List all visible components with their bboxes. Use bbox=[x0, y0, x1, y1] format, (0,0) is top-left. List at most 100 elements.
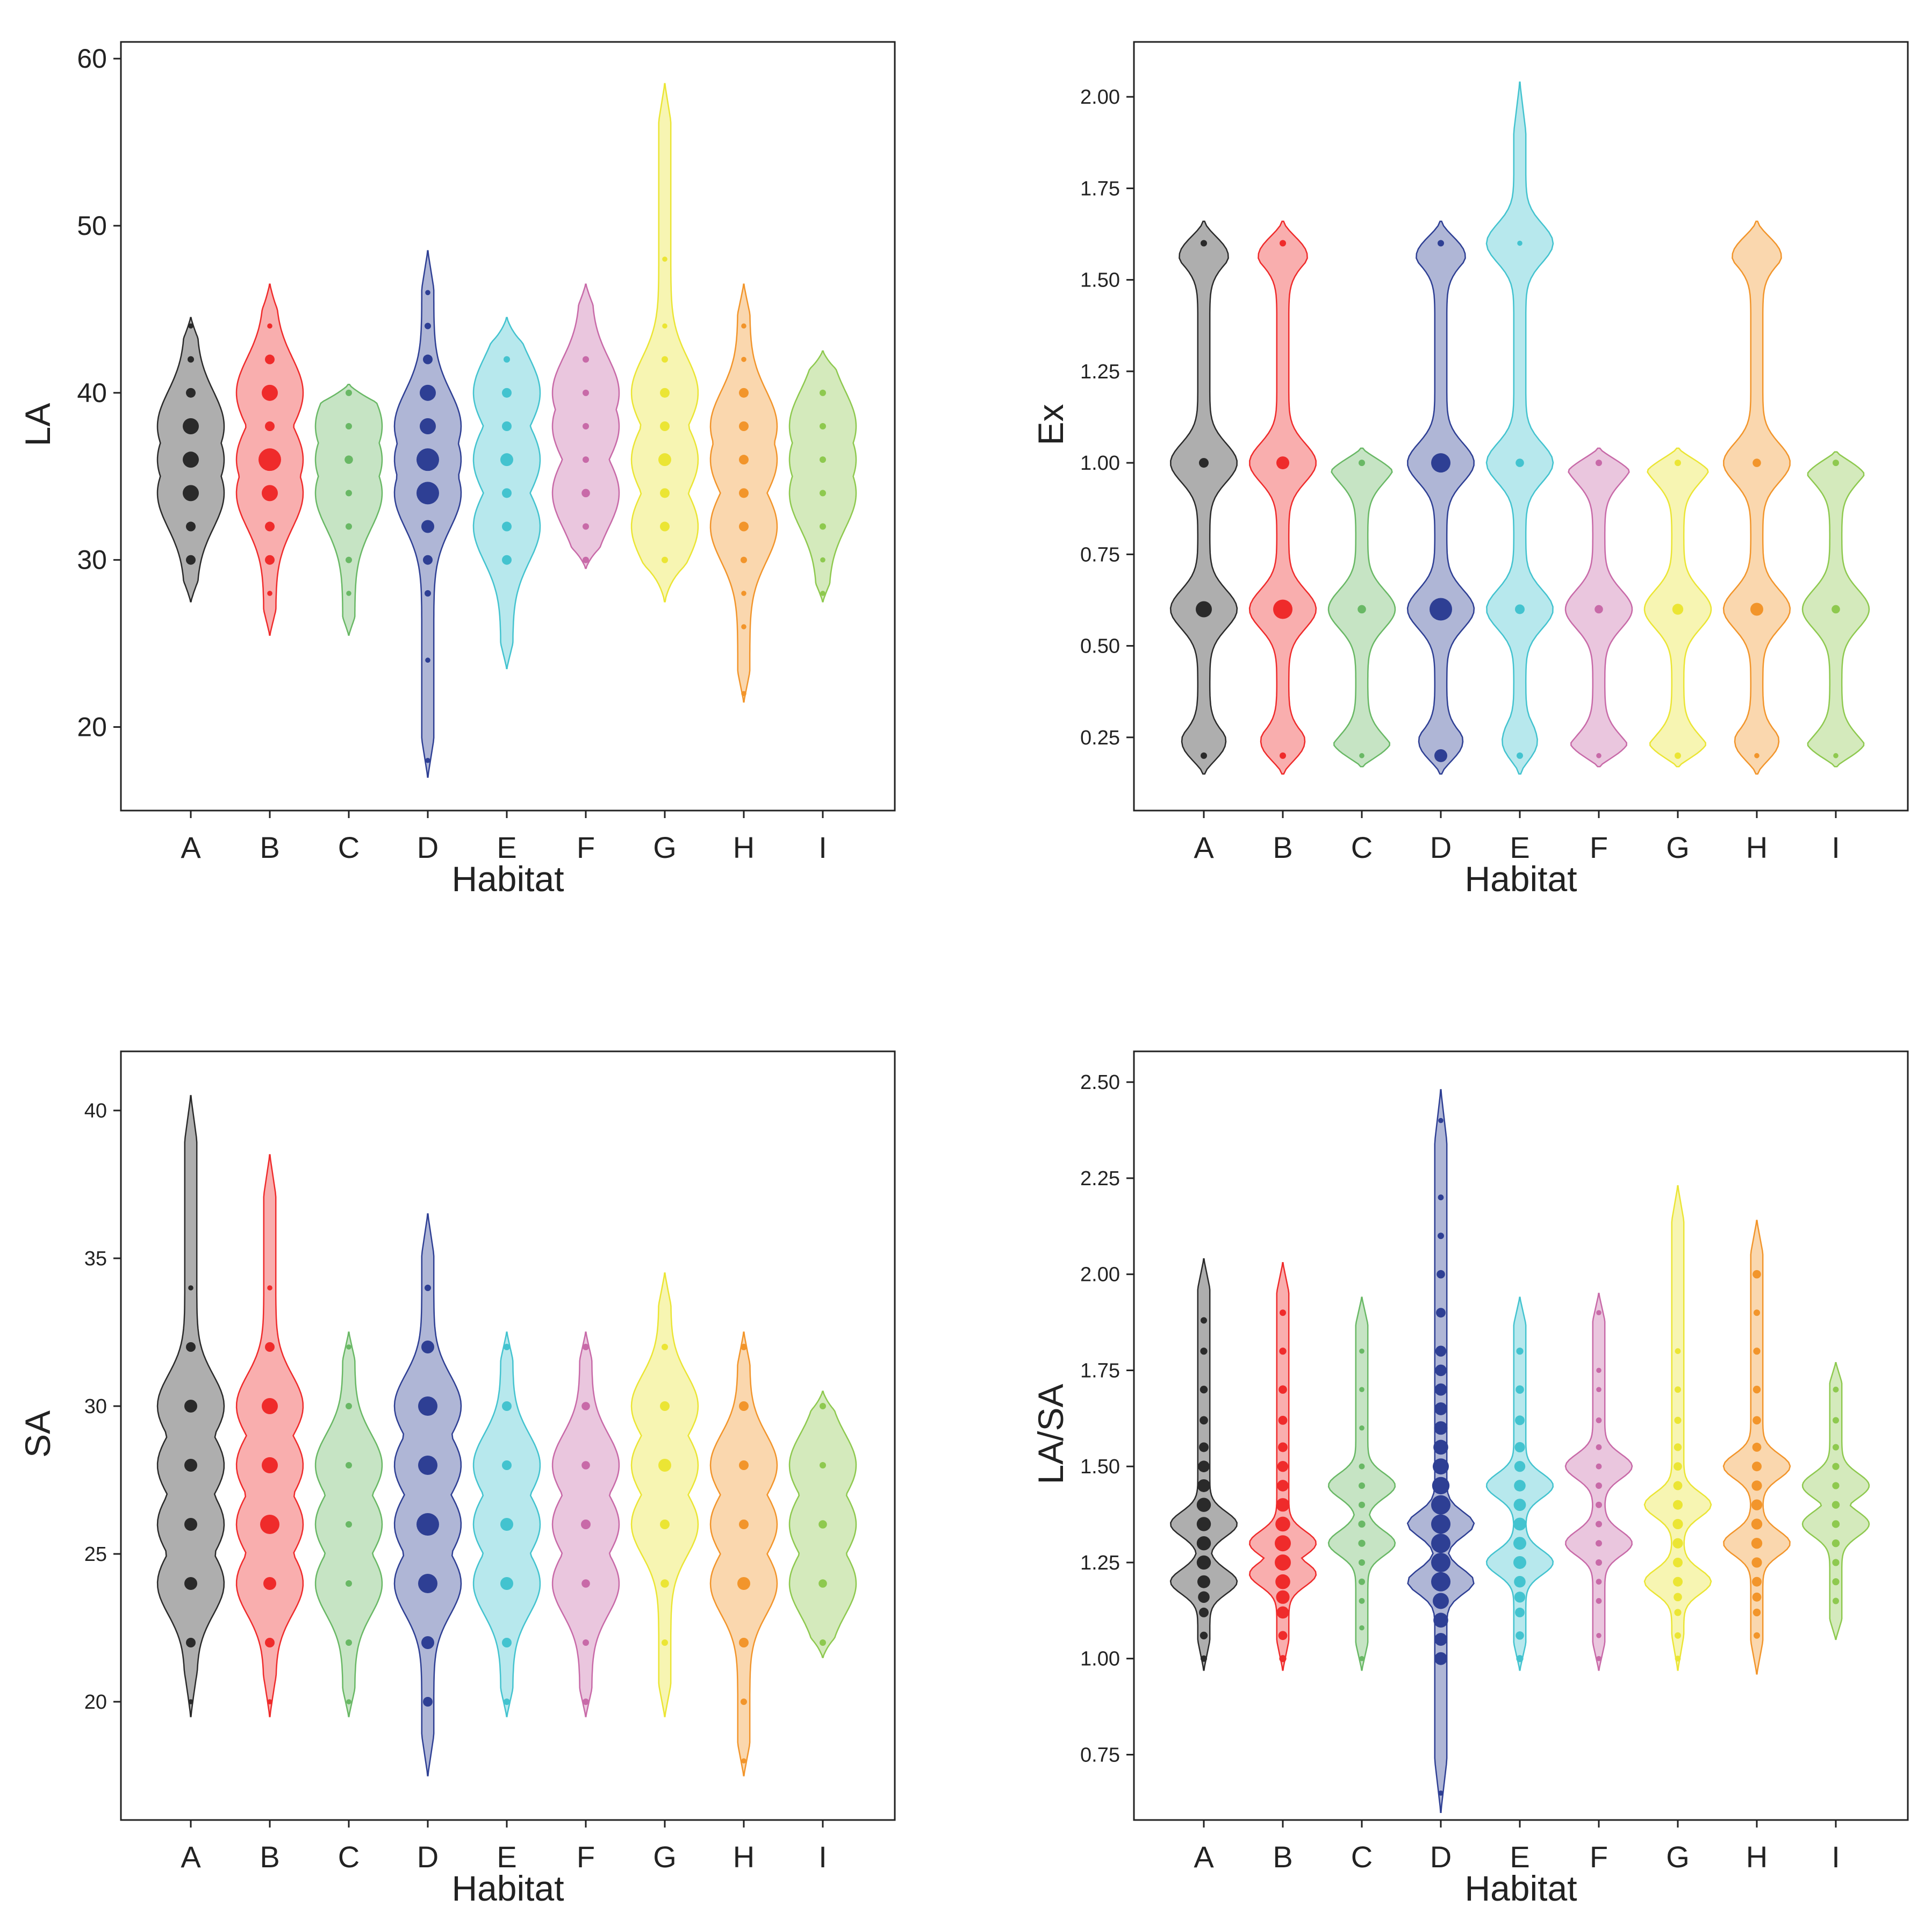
data-dot-H bbox=[741, 591, 746, 596]
violin-G bbox=[630, 1272, 699, 1717]
data-dot-D bbox=[1434, 1402, 1447, 1415]
y-tick-label: 60 bbox=[77, 44, 107, 74]
data-dot-A bbox=[1200, 1386, 1208, 1394]
data-dot-I bbox=[1832, 1539, 1840, 1547]
violin-A bbox=[1169, 220, 1238, 775]
data-dot-I bbox=[820, 490, 826, 497]
data-dot-A bbox=[186, 521, 196, 532]
data-dot-A bbox=[1200, 1416, 1208, 1425]
data-dot-H bbox=[739, 1520, 749, 1529]
data-dot-H bbox=[1751, 1480, 1762, 1491]
data-dot-B bbox=[258, 448, 281, 471]
data-dot-I bbox=[820, 456, 826, 463]
data-dot-C bbox=[1359, 753, 1364, 758]
data-dot-G bbox=[1673, 1557, 1683, 1567]
data-dot-I bbox=[1832, 1482, 1840, 1489]
data-dot-E bbox=[1516, 1631, 1524, 1640]
data-dot-F bbox=[1595, 605, 1603, 614]
data-dot-A bbox=[1201, 1655, 1207, 1662]
data-dot-F bbox=[1596, 460, 1602, 467]
y-axis-title: SA bbox=[18, 1410, 58, 1458]
data-dot-B bbox=[260, 1515, 279, 1534]
data-dot-H bbox=[1754, 1632, 1760, 1639]
x-tick-label: E bbox=[1510, 830, 1529, 864]
data-dot-G bbox=[1674, 1416, 1682, 1424]
data-dot-E bbox=[504, 1699, 510, 1705]
data-dot-C bbox=[344, 455, 353, 464]
data-dot-C bbox=[1359, 1348, 1364, 1354]
y-tick-label: 20 bbox=[77, 712, 107, 742]
data-dot-G bbox=[660, 421, 670, 431]
violin-G bbox=[1643, 1185, 1712, 1671]
data-dot-E bbox=[1515, 1607, 1525, 1617]
data-dot-C bbox=[346, 556, 352, 563]
data-dot-H bbox=[741, 624, 746, 629]
data-dot-A bbox=[1201, 752, 1207, 759]
y-tick-label: 1.75 bbox=[1080, 177, 1120, 200]
x-tick-label: C bbox=[338, 830, 360, 864]
data-dot-B bbox=[1275, 1516, 1290, 1532]
data-dot-I bbox=[818, 1520, 827, 1529]
data-dot-F bbox=[581, 1579, 590, 1588]
data-dot-H bbox=[1754, 1309, 1760, 1316]
data-dot-D bbox=[1438, 1117, 1443, 1123]
data-dot-I bbox=[1832, 605, 1840, 614]
data-dot-C bbox=[1358, 1539, 1366, 1547]
data-dot-F bbox=[583, 389, 589, 396]
data-dot-D bbox=[420, 418, 436, 434]
data-dot-A bbox=[1197, 1575, 1210, 1588]
data-dot-F bbox=[1596, 1598, 1602, 1604]
y-axis-title: Ex bbox=[1031, 404, 1071, 445]
y-axis-title: LA/SA bbox=[1031, 1384, 1071, 1484]
plot-frame bbox=[120, 1050, 896, 1821]
data-dot-D bbox=[1431, 1514, 1450, 1534]
data-dot-E bbox=[1513, 1537, 1526, 1550]
x-tick-label: I bbox=[818, 830, 827, 864]
x-tick-label: D bbox=[417, 830, 439, 864]
plot-frame bbox=[1133, 1050, 1909, 1821]
data-dot-A bbox=[1196, 1517, 1211, 1531]
violin-H bbox=[1722, 220, 1791, 775]
data-dot-D bbox=[1434, 1652, 1447, 1665]
data-dot-H bbox=[1753, 1270, 1761, 1279]
data-dot-F bbox=[1596, 1540, 1602, 1547]
data-dot-C bbox=[346, 1403, 352, 1409]
data-dot-F bbox=[583, 1639, 589, 1646]
y-tick-label: 0.75 bbox=[1080, 1744, 1120, 1766]
x-tick-label: E bbox=[497, 830, 516, 864]
data-dot-E bbox=[1516, 1348, 1524, 1355]
data-dot-E bbox=[504, 1344, 510, 1350]
y-tick-label: 50 bbox=[77, 211, 107, 241]
x-tick-label: D bbox=[417, 1840, 439, 1874]
data-dot-G bbox=[662, 1344, 668, 1350]
data-dot-E bbox=[1514, 1461, 1526, 1472]
x-tick-label: B bbox=[260, 830, 279, 864]
data-dot-F bbox=[583, 1699, 589, 1705]
data-dot-F bbox=[581, 489, 590, 498]
data-dot-C bbox=[1359, 460, 1365, 467]
data-dot-A bbox=[188, 1699, 193, 1704]
x-tick-label: G bbox=[1666, 1840, 1690, 1874]
data-dot-H bbox=[1752, 1592, 1762, 1602]
data-dot-A bbox=[183, 418, 199, 434]
data-dot-E bbox=[1515, 604, 1525, 614]
data-dot-H bbox=[739, 421, 749, 431]
x-tick-label: A bbox=[181, 1840, 201, 1874]
data-dot-G bbox=[1673, 1481, 1683, 1491]
violin-E bbox=[1485, 81, 1554, 775]
y-tick-label: 35 bbox=[84, 1248, 107, 1270]
data-dot-I bbox=[820, 1403, 826, 1409]
y-tick-label: 0.50 bbox=[1080, 635, 1120, 658]
data-dot-D bbox=[1431, 453, 1450, 473]
data-dot-G bbox=[662, 256, 667, 262]
data-dot-E bbox=[500, 453, 513, 467]
data-dot-G bbox=[662, 356, 668, 363]
data-dot-B bbox=[1276, 1498, 1290, 1512]
data-dot-F bbox=[581, 1402, 590, 1410]
data-dot-H bbox=[741, 1344, 747, 1350]
data-dot-D bbox=[1431, 1495, 1450, 1515]
violin-B bbox=[1248, 220, 1317, 775]
data-dot-I bbox=[820, 389, 826, 396]
data-dot-A bbox=[184, 1400, 197, 1413]
